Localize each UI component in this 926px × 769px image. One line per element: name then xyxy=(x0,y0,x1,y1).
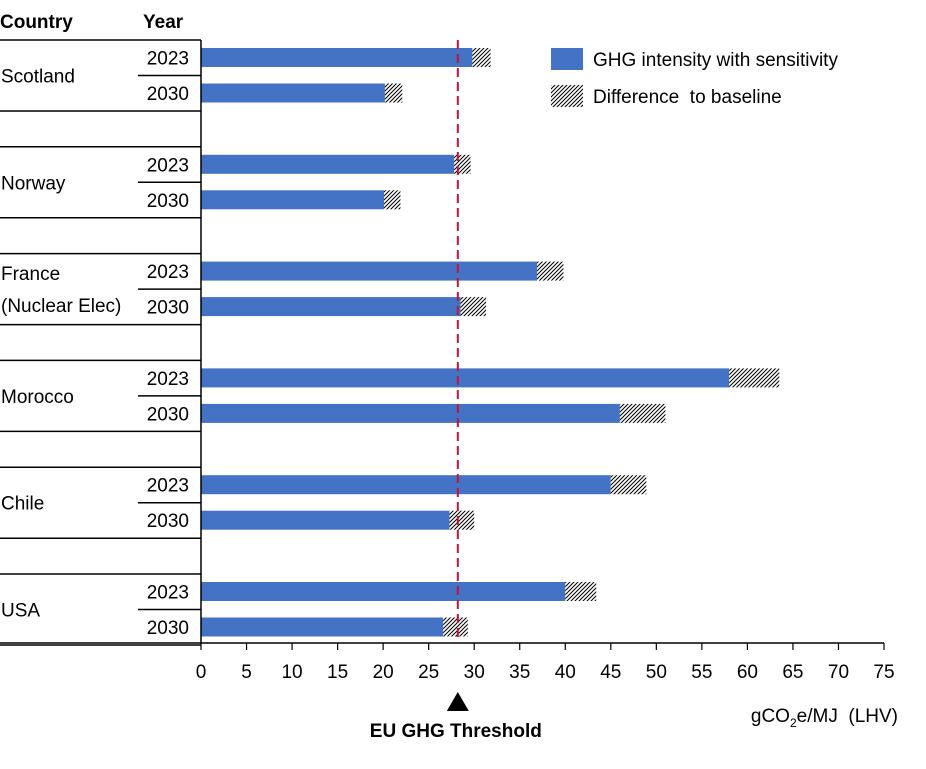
bar-ghg-intensity xyxy=(201,190,385,210)
x-tick-label: 20 xyxy=(373,662,394,683)
legend-label-diff: Difference to baseline xyxy=(593,87,782,108)
bar-difference-to-baseline xyxy=(729,368,780,388)
bar-ghg-intensity xyxy=(201,48,473,67)
year-label: 2023 xyxy=(147,49,189,70)
bar-difference-to-baseline xyxy=(565,582,597,601)
bar-difference-to-baseline xyxy=(472,48,491,67)
x-tick-label: 45 xyxy=(600,662,621,683)
x-tick-label: 65 xyxy=(782,662,803,683)
bar-difference-to-baseline xyxy=(619,403,666,423)
year-column-header: Year xyxy=(143,12,184,33)
year-label: 2030 xyxy=(147,191,189,212)
year-label: 2023 xyxy=(147,583,189,604)
x-tick-label: 75 xyxy=(873,662,894,683)
x-tick-label: 10 xyxy=(281,662,302,683)
legend: GHG intensity with sensitivity Differenc… xyxy=(551,48,838,108)
bars-layer xyxy=(201,48,780,637)
bar-ghg-intensity xyxy=(201,475,611,495)
bar-ghg-intensity xyxy=(201,368,730,388)
bar-difference-to-baseline xyxy=(443,617,468,637)
bar-ghg-intensity xyxy=(201,261,538,281)
x-tick-label: 60 xyxy=(737,662,758,683)
bar-difference-to-baseline xyxy=(384,190,401,210)
x-tick-label: 50 xyxy=(646,662,667,683)
threshold-arrow-icon xyxy=(446,692,469,711)
x-tick-label: 35 xyxy=(509,662,530,683)
year-label: 2030 xyxy=(147,298,189,319)
x-axis-title: gCO2e/MJ (LHV) xyxy=(751,706,898,730)
country-label: France xyxy=(1,264,60,285)
year-label: 2030 xyxy=(147,84,189,105)
country-label: (Nuclear Elec) xyxy=(1,296,121,317)
bar-ghg-intensity xyxy=(201,154,455,174)
legend-swatch-ghg xyxy=(551,48,583,70)
x-axis: 0 5 10 15 20 25 30 35 40 45 50 55 60 65 70 75 xyxy=(196,40,895,683)
year-label: 2023 xyxy=(147,262,189,283)
year-label: 2023 xyxy=(147,155,189,176)
bar-difference-to-baseline xyxy=(537,261,564,281)
bar-ghg-intensity xyxy=(201,297,461,317)
category-table: 2023 2030 Scotland 2023 2030 Norway 2023 2030 Fr… xyxy=(0,39,201,646)
bar-difference-to-baseline xyxy=(460,297,487,317)
bar-difference-to-baseline xyxy=(384,83,403,103)
bar-ghg-intensity xyxy=(201,617,444,637)
country-label: USA xyxy=(1,601,40,622)
x-tick-label: 5 xyxy=(241,662,252,683)
threshold-marker: EU GHG Threshold xyxy=(370,40,542,742)
bar-ghg-intensity xyxy=(201,510,450,530)
x-tick-label: 70 xyxy=(828,662,849,683)
year-label: 2023 xyxy=(147,476,189,497)
country-label: Scotland xyxy=(1,67,75,88)
bar-ghg-intensity xyxy=(201,582,566,601)
country-label: Chile xyxy=(1,494,44,515)
threshold-label: EU GHG Threshold xyxy=(370,721,542,742)
x-tick-label: 15 xyxy=(327,662,348,683)
bar-ghg-intensity xyxy=(201,403,620,423)
bar-ghg-intensity xyxy=(201,83,385,103)
x-tick-label: 30 xyxy=(464,662,485,683)
year-label: 2023 xyxy=(147,369,189,390)
bar-difference-to-baseline xyxy=(449,510,475,530)
year-label: 2030 xyxy=(147,404,189,425)
bar-difference-to-baseline xyxy=(454,154,471,174)
x-tick-label: 55 xyxy=(691,662,712,683)
country-column-header: Country xyxy=(0,12,73,33)
bar-difference-to-baseline xyxy=(610,475,647,495)
year-label: 2030 xyxy=(147,511,189,532)
x-tick-label: 40 xyxy=(555,662,576,683)
country-label: Morocco xyxy=(1,387,74,408)
x-tick-label: 25 xyxy=(418,662,439,683)
year-label: 2030 xyxy=(147,618,189,639)
legend-label-ghg: GHG intensity with sensitivity xyxy=(593,50,838,71)
x-tick-label: 0 xyxy=(196,662,207,683)
legend-swatch-diff xyxy=(551,85,583,107)
country-label: Norway xyxy=(1,173,66,194)
